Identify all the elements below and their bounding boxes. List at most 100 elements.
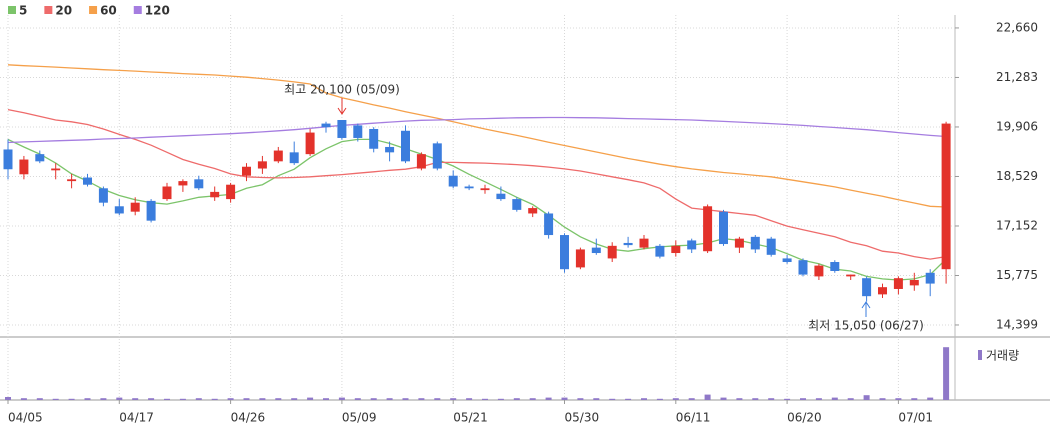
volume-bar: [100, 398, 107, 400]
candle-body: [369, 128, 379, 149]
candle-body: [321, 123, 331, 128]
x-tick-label: 05/09: [342, 411, 377, 425]
x-tick-label: 05/21: [453, 411, 488, 425]
x-tick-label: 05/30: [565, 411, 600, 425]
legend-swatch: [44, 6, 53, 14]
volume-bar: [752, 398, 759, 400]
volume-bar: [529, 398, 536, 400]
candle-body: [226, 184, 236, 200]
candle-body: [623, 242, 633, 246]
volume-bar: [720, 397, 727, 400]
volume-bar: [323, 398, 329, 400]
candle-body: [639, 238, 649, 248]
volume-bar: [863, 395, 870, 400]
candle-body: [496, 193, 506, 200]
volume-bar: [895, 398, 902, 400]
candle-body: [512, 199, 522, 210]
volume-legend-swatch: [978, 350, 982, 360]
candle-body: [607, 245, 617, 259]
volume-bar: [466, 398, 473, 400]
volume-bar: [386, 398, 393, 400]
volume-bar: [736, 398, 743, 400]
x-tick-label: 07/01: [898, 411, 933, 425]
candle-body: [480, 188, 490, 191]
volume-bar: [911, 398, 918, 400]
volume-bar: [784, 398, 791, 400]
annotation-arrow: [861, 301, 871, 317]
volume-bar: [291, 398, 298, 400]
candle-body: [114, 206, 124, 214]
volume-bar: [943, 347, 950, 400]
candle-body: [544, 213, 554, 236]
candle-body: [750, 236, 760, 250]
volume-bar: [513, 398, 520, 400]
candle-body: [162, 186, 172, 200]
volume-bar: [672, 398, 679, 400]
legend-label: 60: [100, 4, 117, 18]
volume-bar: [800, 398, 806, 400]
volume-bar: [704, 394, 711, 400]
volume-bar: [52, 398, 59, 400]
annotation: 최저 15,050 (06/27): [808, 319, 924, 333]
x-tick-label: 04/17: [119, 411, 154, 425]
candle-body: [242, 166, 251, 176]
volume-bar: [36, 398, 43, 400]
y-tick-label: 22,660: [996, 20, 1038, 34]
ma-line: [7, 64, 947, 208]
volume-bar: [179, 398, 186, 400]
volume-bar: [482, 398, 488, 400]
volume-bar: [227, 398, 234, 400]
candle-body: [703, 206, 713, 252]
volume-bar: [641, 398, 647, 400]
candle-body: [925, 272, 935, 284]
volume-bar: [625, 398, 632, 400]
candle-body: [464, 186, 474, 189]
volume-bar: [132, 398, 139, 400]
volume-bar: [402, 398, 409, 400]
candle-body: [98, 188, 108, 203]
candle-body: [305, 132, 315, 155]
annotation: 최고 20,100 (05/09): [284, 83, 400, 97]
volume-bar: [20, 398, 27, 400]
volume-bar: [195, 398, 202, 400]
candle-body: [671, 245, 681, 254]
candle-body: [575, 249, 585, 268]
x-tick-label: 04/05: [8, 411, 43, 425]
candle-body: [178, 181, 188, 186]
candle-body: [401, 130, 410, 162]
candle-body: [448, 175, 458, 187]
volume-bar: [768, 398, 775, 400]
candle-body: [687, 240, 697, 250]
volume-bar: [545, 397, 552, 400]
y-tick-label: 17,152: [996, 218, 1038, 232]
legend-label: 120: [145, 4, 170, 18]
candle-body: [432, 143, 442, 169]
candle-body: [19, 159, 29, 175]
y-tick-label: 21,283: [996, 70, 1038, 84]
ma-line: [7, 138, 947, 281]
volume-bar: [497, 398, 504, 400]
volume-bar: [148, 398, 155, 400]
candle-body: [941, 123, 951, 270]
candle-body: [146, 200, 156, 221]
candle-body: [194, 179, 204, 189]
volume-bar: [68, 398, 75, 400]
y-tick-label: 18,529: [996, 169, 1038, 183]
volume-bar: [259, 398, 266, 400]
candle-body: [416, 154, 426, 169]
candle-body: [591, 247, 601, 254]
candle-body: [273, 150, 283, 162]
volume-bar: [815, 398, 822, 400]
volume-bar: [609, 398, 616, 400]
x-tick-label: 06/11: [676, 411, 711, 425]
legend-label: 5: [19, 4, 27, 18]
volume-bar: [370, 398, 377, 400]
candle-body: [719, 211, 728, 245]
legend-swatch: [133, 6, 142, 14]
candle-body: [385, 146, 395, 153]
candle-body: [353, 125, 363, 138]
volume-bar: [688, 398, 695, 400]
candle-body: [734, 238, 744, 248]
